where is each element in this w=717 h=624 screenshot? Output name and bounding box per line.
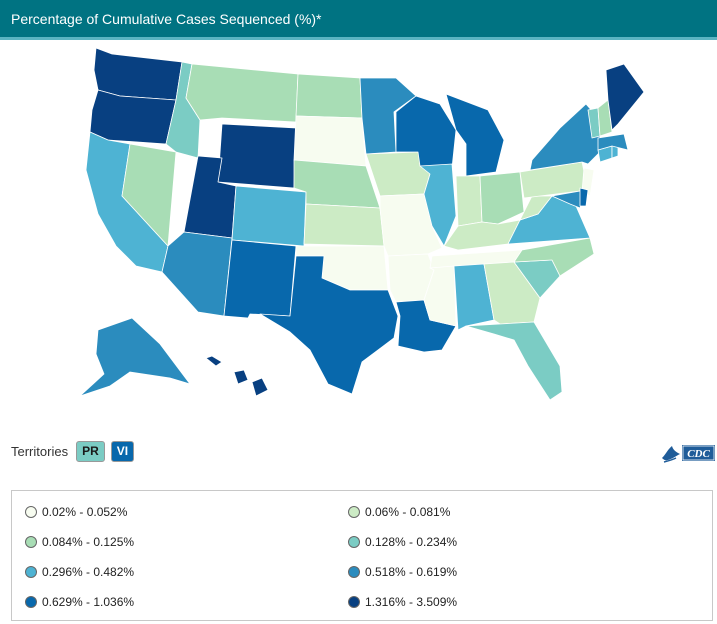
territories-row: Territories PR VI xyxy=(11,440,140,462)
legend-label: 0.518% - 0.619% xyxy=(365,565,458,579)
state-michigan[interactable]: Michigan xyxy=(445,93,505,177)
state-ohio[interactable]: Ohio xyxy=(479,171,525,225)
territories-label: Territories xyxy=(11,443,69,459)
state-wyoming[interactable]: Wyoming xyxy=(217,123,297,189)
state-south-dakota[interactable]: South Dakota xyxy=(293,115,367,167)
legend-item: 1.316% - 3.509% xyxy=(348,595,457,609)
state-florida[interactable]: Florida xyxy=(465,321,563,401)
legend-label: 1.316% - 3.509% xyxy=(365,595,458,609)
legend-swatch xyxy=(348,596,360,608)
legend-label: 0.296% - 0.482% xyxy=(42,565,135,579)
legend-label: 0.629% - 1.036% xyxy=(42,595,135,609)
legend-swatch xyxy=(25,536,37,548)
legend-swatch xyxy=(348,506,360,518)
state-new-hampshire[interactable]: New Hampshire xyxy=(597,99,613,137)
legend-label: 0.06% - 0.081% xyxy=(365,505,451,519)
state-rhode-island[interactable]: Rhode Island xyxy=(611,145,619,159)
header-bar: Percentage of Cumulative Cases Sequenced… xyxy=(0,0,717,40)
state-alabama[interactable]: Alabama xyxy=(453,263,495,331)
legend-swatch xyxy=(25,566,37,578)
state-texas[interactable]: Texas xyxy=(259,255,399,395)
state-new-mexico[interactable]: New Mexico xyxy=(223,239,297,319)
state-hawaii[interactable]: Hawaii xyxy=(205,355,269,397)
state-maine[interactable]: Maine xyxy=(605,63,645,131)
legend-item: 0.518% - 0.619% xyxy=(348,565,457,579)
legend-label: 0.02% - 0.052% xyxy=(42,505,128,519)
state-massachusetts[interactable]: Massachusetts xyxy=(597,133,629,151)
state-delaware[interactable]: Delaware xyxy=(579,187,589,207)
state-montana[interactable]: Montana xyxy=(185,63,299,123)
legend-item: 0.296% - 0.482% xyxy=(25,565,134,579)
state-minnesota[interactable]: Minnesota xyxy=(359,77,417,155)
state-oregon[interactable]: Oregon xyxy=(89,89,177,145)
state-north-dakota[interactable]: North Dakota xyxy=(295,73,363,119)
state-kentucky[interactable]: Kentucky xyxy=(443,219,521,251)
state-arizona[interactable]: Arizona xyxy=(161,231,233,317)
legend-swatch xyxy=(348,566,360,578)
state-indiana[interactable]: Indiana xyxy=(455,175,483,227)
legend-item: 0.128% - 0.234% xyxy=(348,535,457,549)
state-alaska[interactable]: Alaska xyxy=(79,317,191,397)
legend-item: 0.084% - 0.125% xyxy=(25,535,134,549)
svg-text:CDC: CDC xyxy=(687,448,710,460)
legend-label: 0.128% - 0.234% xyxy=(365,535,458,549)
territory-pr[interactable]: PR xyxy=(76,440,105,462)
state-kansas[interactable]: Kansas xyxy=(303,203,385,247)
legend-swatch xyxy=(25,506,37,518)
legend-swatch xyxy=(348,536,360,548)
us-map: WashingtonOregonCaliforniaNevadaIdahoMon… xyxy=(79,47,645,401)
legend-label: 0.084% - 0.125% xyxy=(42,535,135,549)
legend-item: 0.06% - 0.081% xyxy=(348,505,450,519)
cdc-logo: CDC xyxy=(660,440,716,466)
legend-item: 0.629% - 1.036% xyxy=(25,595,134,609)
territory-vi[interactable]: VI xyxy=(110,440,135,462)
state-colorado[interactable]: Colorado xyxy=(231,185,307,247)
legend-swatch xyxy=(25,596,37,608)
map-title: Percentage of Cumulative Cases Sequenced… xyxy=(11,11,322,27)
legend: 0.02% - 0.052% 0.06% - 0.081% 0.084% - 0… xyxy=(11,490,713,621)
state-illinois[interactable]: Illinois xyxy=(419,163,457,247)
legend-item: 0.02% - 0.052% xyxy=(25,505,127,519)
state-maryland[interactable]: Maryland xyxy=(551,189,587,209)
state-nebraska[interactable]: Nebraska xyxy=(293,159,381,209)
